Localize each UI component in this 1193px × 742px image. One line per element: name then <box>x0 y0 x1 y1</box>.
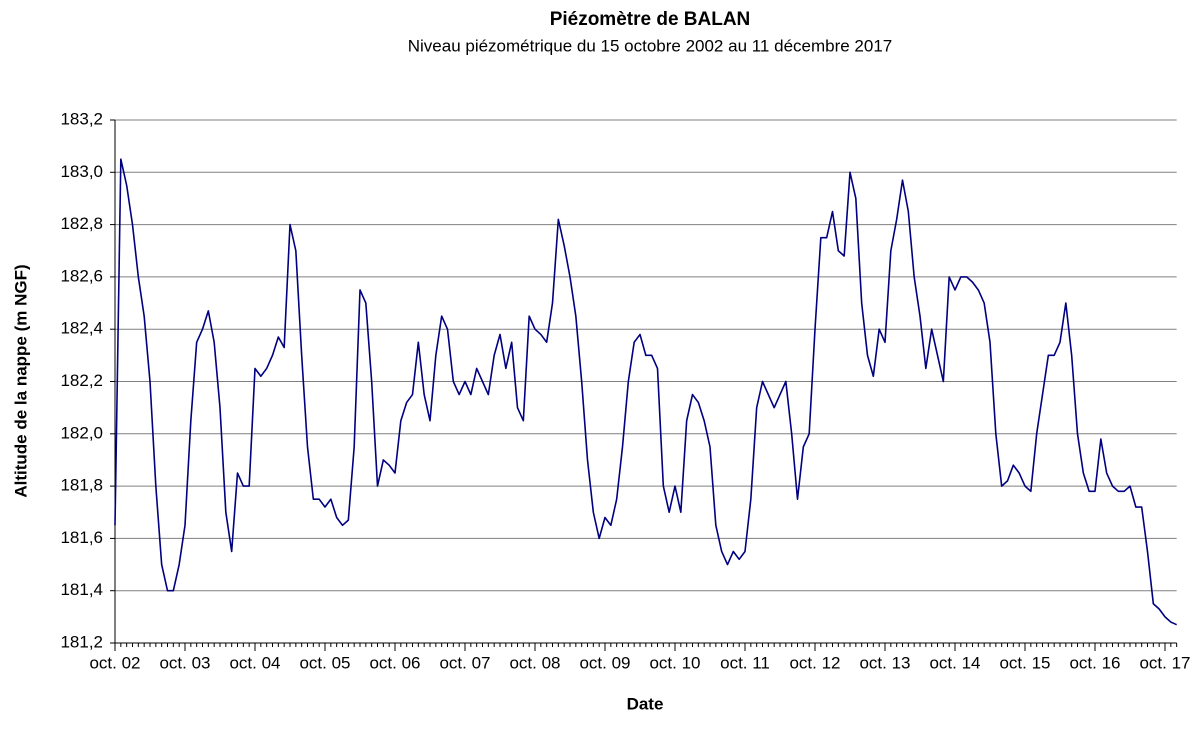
x-tick-label: oct. 14 <box>929 653 980 672</box>
chart-subtitle: Niveau piézométrique du 15 octobre 2002 … <box>408 36 893 55</box>
y-tick-label: 183,0 <box>60 162 103 181</box>
x-tick-label: oct. 03 <box>159 653 210 672</box>
x-tick-label: oct. 02 <box>89 653 140 672</box>
y-tick-label: 182,0 <box>60 423 103 442</box>
chart-title: Piézomètre de BALAN <box>550 9 751 30</box>
y-tick-label: 183,2 <box>60 109 103 128</box>
y-axis-title: Altitude de la nappe (m NGF) <box>11 264 30 497</box>
x-tick-label: oct. 17 <box>1139 653 1190 672</box>
data-line <box>114 158 1177 626</box>
y-tick-label: 181,8 <box>60 476 103 495</box>
x-tick-label: oct. 10 <box>649 653 700 672</box>
x-tick-label: oct. 11 <box>720 653 770 672</box>
y-tick-label: 181,6 <box>60 528 103 547</box>
x-tick-label: oct. 06 <box>369 653 420 672</box>
x-tick-label: oct. 15 <box>999 653 1050 672</box>
y-tick-label: 181,4 <box>60 580 103 599</box>
y-tick-label: 182,2 <box>60 371 103 390</box>
x-tick-label: oct. 12 <box>789 653 840 672</box>
x-tick-label: oct. 09 <box>579 653 630 672</box>
x-tick-label: oct. 07 <box>439 653 490 672</box>
y-tick-label: 182,8 <box>60 214 103 233</box>
y-tick-label: 182,4 <box>60 319 103 338</box>
x-tick-label: oct. 13 <box>859 653 910 672</box>
x-tick-label: oct. 16 <box>1069 653 1120 672</box>
x-tick-label: oct. 04 <box>229 653 280 672</box>
x-axis-title: Date <box>627 694 664 713</box>
y-tick-label: 181,2 <box>60 632 103 651</box>
y-tick-label: 182,6 <box>60 266 103 285</box>
x-tick-label: oct. 05 <box>299 653 350 672</box>
x-tick-label: oct. 08 <box>509 653 560 672</box>
